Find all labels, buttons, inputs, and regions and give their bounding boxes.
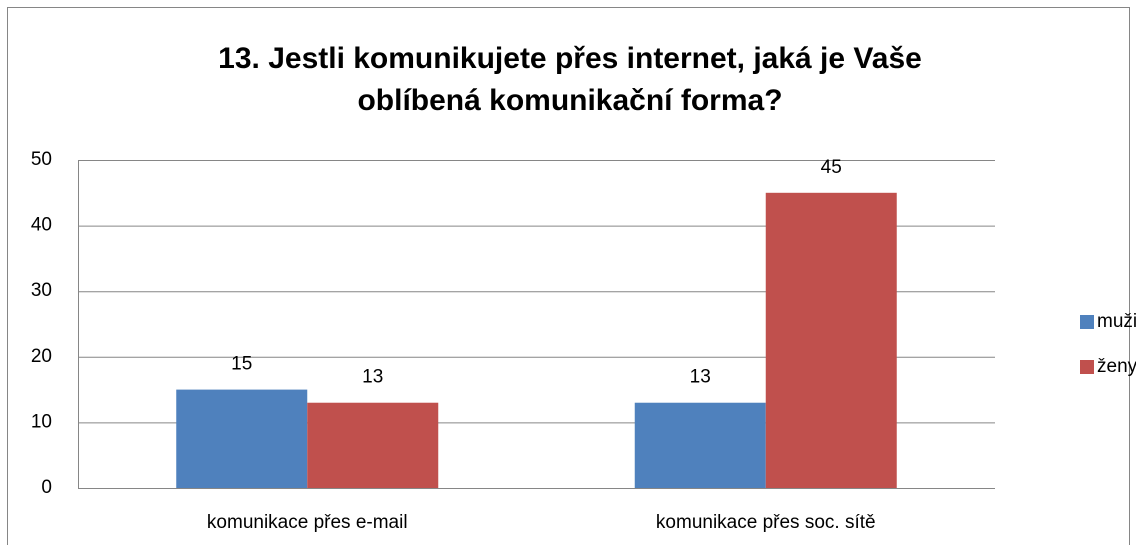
- value-label: 45: [821, 157, 842, 178]
- legend-label: ženy: [1097, 356, 1136, 377]
- legend-label: muži: [1097, 311, 1136, 332]
- bar: [634, 402, 766, 488]
- x-tick-label: komunikace přes e-mail: [207, 512, 408, 533]
- y-tick-label: 40: [31, 215, 52, 236]
- bar: [765, 192, 897, 489]
- y-tick-label: 0: [41, 477, 52, 498]
- y-tick-label: 30: [31, 280, 52, 301]
- legend-swatch: [1080, 360, 1094, 374]
- chart-title: 13. Jestli komunikujete přes internet, j…: [218, 42, 922, 117]
- x-tick-label: komunikace přes soc. sítě: [656, 512, 876, 533]
- value-label: 13: [690, 367, 711, 388]
- value-label: 13: [362, 367, 383, 388]
- value-label: 15: [231, 354, 252, 375]
- y-tick-label: 10: [31, 411, 52, 432]
- bar: [176, 389, 308, 488]
- y-tick-label: 20: [31, 346, 52, 367]
- bar: [307, 402, 439, 488]
- legend-swatch: [1080, 315, 1094, 329]
- y-tick-label: 50: [31, 149, 52, 170]
